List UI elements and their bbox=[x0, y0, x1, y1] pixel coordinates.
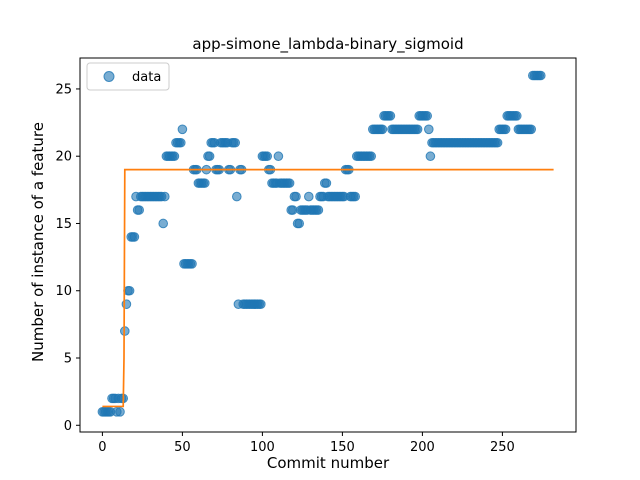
data-point bbox=[262, 151, 273, 162]
data-point bbox=[134, 205, 144, 215]
data-point bbox=[284, 178, 295, 188]
data-point bbox=[366, 151, 377, 162]
y-tick-label: 20 bbox=[55, 150, 72, 165]
data-point bbox=[177, 124, 188, 135]
data-point bbox=[187, 259, 197, 269]
data-point bbox=[129, 232, 140, 242]
data-point bbox=[526, 124, 537, 135]
data-point bbox=[321, 178, 332, 188]
data-point bbox=[230, 137, 240, 148]
data-point bbox=[256, 299, 266, 309]
data-point bbox=[425, 151, 436, 162]
legend-label-data: data bbox=[132, 70, 161, 85]
data-point bbox=[500, 124, 511, 135]
data-series bbox=[97, 70, 546, 417]
fit-line bbox=[102, 168, 554, 408]
axes: 0 50 100 150 200 250 0 5 10 15 20 25 bbox=[55, 57, 577, 455]
data-point bbox=[158, 218, 168, 229]
data-point bbox=[291, 191, 301, 202]
data-point bbox=[313, 205, 324, 215]
data-point bbox=[492, 137, 503, 148]
data-point bbox=[288, 205, 298, 215]
data-point bbox=[536, 70, 546, 81]
y-tick-label: 25 bbox=[55, 82, 72, 97]
data-point bbox=[512, 111, 522, 121]
axes-frame bbox=[79, 57, 577, 433]
y-tick-label: 5 bbox=[64, 352, 72, 367]
y-tick-label: 10 bbox=[55, 284, 72, 299]
data-point bbox=[294, 218, 305, 229]
x-tick-label: 150 bbox=[330, 440, 355, 455]
data-point bbox=[200, 178, 210, 188]
legend: data bbox=[86, 62, 170, 91]
y-tick-label: 0 bbox=[64, 419, 72, 434]
x-tick-label: 0 bbox=[98, 440, 106, 455]
chart-title: app-simone_lambda-binary_sigmoid bbox=[192, 35, 463, 54]
x-tick-label: 100 bbox=[250, 440, 275, 455]
y-axis-label: Number of instance of a feature bbox=[29, 122, 47, 362]
data-point bbox=[160, 191, 170, 202]
data-point bbox=[304, 191, 314, 202]
data-point bbox=[350, 191, 361, 202]
x-tick-label: 250 bbox=[490, 440, 515, 455]
x-tick-label: 50 bbox=[174, 440, 191, 455]
plot-area bbox=[97, 70, 554, 417]
legend-frame bbox=[86, 62, 170, 91]
data-point bbox=[115, 407, 125, 417]
data-point bbox=[424, 124, 434, 135]
data-point bbox=[204, 151, 215, 162]
data-point bbox=[169, 151, 180, 162]
x-tick-label: 200 bbox=[410, 440, 435, 455]
data-point bbox=[422, 111, 433, 121]
data-point bbox=[273, 151, 284, 162]
data-point bbox=[176, 137, 186, 148]
data-point bbox=[385, 111, 396, 121]
data-point bbox=[412, 124, 423, 135]
x-axis-label: Commit number bbox=[267, 454, 390, 472]
y-tick-label: 15 bbox=[55, 217, 72, 232]
data-point bbox=[124, 285, 135, 296]
data-point bbox=[377, 124, 388, 135]
data-point bbox=[232, 191, 242, 202]
legend-marker-data bbox=[103, 71, 115, 82]
